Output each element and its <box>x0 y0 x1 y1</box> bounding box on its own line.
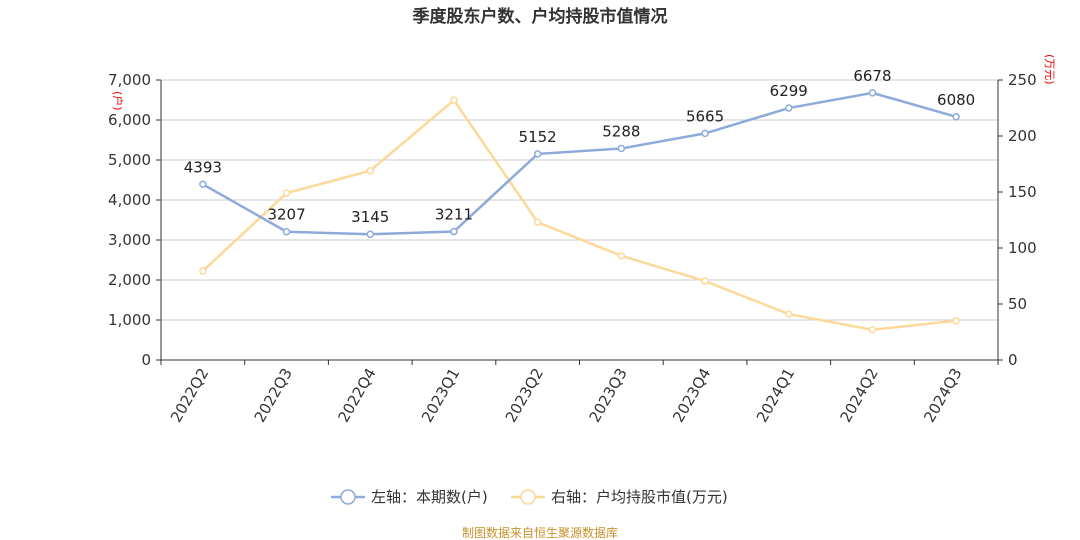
left-tick-label: 0 <box>141 351 151 369</box>
x-tick-label: 2022Q4 <box>334 365 379 426</box>
right-tick-label: 50 <box>1008 295 1027 313</box>
left-tick-label: 2,000 <box>108 271 151 289</box>
x-tick-label: 2023Q3 <box>585 365 630 426</box>
legend-marker-icon <box>340 489 356 505</box>
data-point[interactable] <box>701 129 709 138</box>
chart-title: 季度股东户数、户均持股市值情况 <box>413 6 668 27</box>
x-tick-label: 2024Q1 <box>753 365 798 426</box>
data-label: 3211 <box>435 206 473 224</box>
left-tick-label: 5,000 <box>108 151 151 169</box>
data-label: 5152 <box>519 128 557 146</box>
data-label: 4393 <box>184 158 222 176</box>
legend: 左轴：本期数(户) 右轴：户均持股市值(万元) <box>331 488 728 506</box>
left-axis-unit: (户) <box>111 91 125 111</box>
left-tick-label: 7,000 <box>108 71 151 89</box>
data-point[interactable] <box>952 113 960 121</box>
data-label: 6080 <box>937 91 975 109</box>
data-label: 6678 <box>853 67 891 85</box>
legend-marker-icon <box>520 489 536 505</box>
legend-label: 左轴：本期数(户) <box>371 488 488 506</box>
data-point[interactable] <box>533 218 542 226</box>
right-tick-label: 200 <box>1008 127 1037 145</box>
data-point[interactable] <box>366 166 374 175</box>
series-line <box>202 91 957 236</box>
data-point[interactable] <box>366 230 374 238</box>
data-point[interactable] <box>785 310 793 318</box>
data-label: 6299 <box>770 82 808 100</box>
x-tick-label: 2023Q2 <box>502 365 547 426</box>
left-tick-label: 3,000 <box>108 231 151 249</box>
right-tick-label: 100 <box>1008 239 1037 257</box>
right-tick-label: 0 <box>1008 351 1018 369</box>
source-note: 制图数据来自恒生聚源数据库 <box>462 525 618 540</box>
data-point[interactable] <box>868 326 877 334</box>
data-point[interactable] <box>450 96 458 104</box>
data-label: 3145 <box>351 208 389 226</box>
x-tick-label: 2022Q2 <box>167 365 212 426</box>
data-point[interactable] <box>282 227 291 236</box>
left-tick-label: 6,000 <box>108 111 151 129</box>
data-label: 3207 <box>267 206 305 224</box>
data-point[interactable] <box>952 317 960 325</box>
legend-item[interactable]: 左轴：本期数(户) <box>331 488 488 506</box>
data-point[interactable] <box>199 180 207 189</box>
right-axis-unit: (万元) <box>1043 54 1056 85</box>
right-tick-label: 150 <box>1008 183 1037 201</box>
left-tick-label: 1,000 <box>108 311 151 329</box>
data-point[interactable] <box>617 144 626 153</box>
data-point[interactable] <box>533 150 542 158</box>
legend-item[interactable]: 右轴：户均持股市值(万元) <box>511 488 728 506</box>
data-point[interactable] <box>199 267 207 275</box>
data-point[interactable] <box>701 277 709 285</box>
data-point[interactable] <box>868 89 877 97</box>
right-tick-label: 250 <box>1008 71 1037 89</box>
legend-label: 右轴：户均持股市值(万元) <box>551 488 728 506</box>
data-label: 5288 <box>602 122 640 140</box>
x-tick-label: 2024Q3 <box>920 365 965 426</box>
x-tick-label: 2022Q3 <box>251 365 296 426</box>
data-point[interactable] <box>282 189 291 197</box>
x-tick-label: 2023Q1 <box>418 365 463 426</box>
data-point[interactable] <box>785 104 793 112</box>
data-label: 5665 <box>686 107 724 125</box>
left-tick-label: 4,000 <box>108 191 151 209</box>
x-tick-label: 2023Q4 <box>669 365 714 426</box>
series-line <box>201 98 957 332</box>
data-point[interactable] <box>450 227 458 236</box>
data-point[interactable] <box>617 252 626 260</box>
x-tick-label: 2024Q2 <box>837 365 882 426</box>
